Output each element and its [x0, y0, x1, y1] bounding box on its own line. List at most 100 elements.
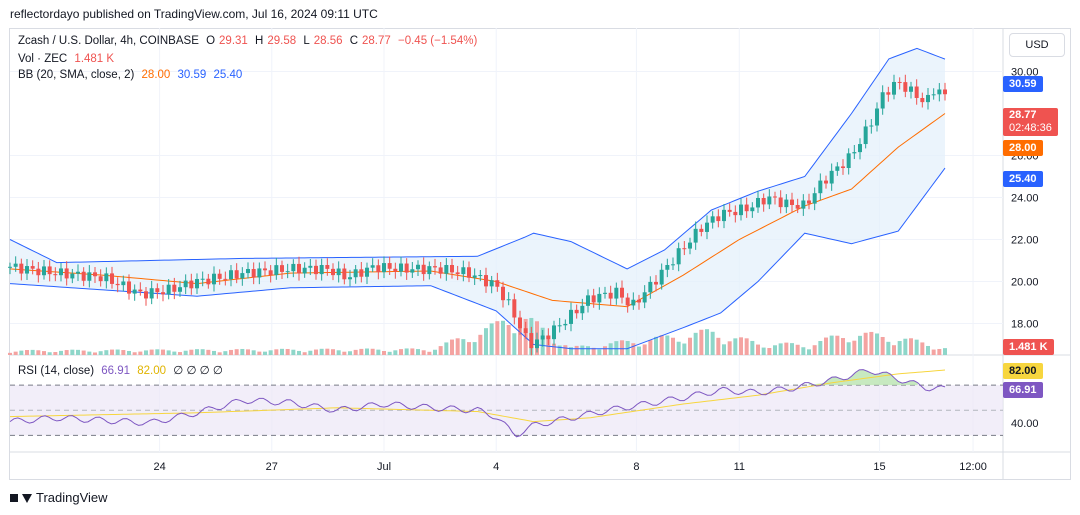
rsi-ma-line: [9, 369, 946, 422]
volume-bar: [234, 349, 239, 355]
published-line: reflectordayo published on TradingView.c…: [10, 7, 378, 21]
candle-body: [841, 166, 845, 169]
candle-body: [19, 263, 24, 274]
candle-body: [699, 228, 704, 232]
candle-body: [608, 292, 613, 299]
candle-body: [518, 317, 522, 329]
volume-bar: [682, 343, 687, 355]
volume-bar: [750, 340, 755, 355]
candle-body: [127, 281, 131, 294]
rsi-legend: RSI (14, close) 66.91 82.00 ∅ ∅ ∅ ∅: [18, 363, 227, 377]
volume-bar: [705, 329, 709, 355]
candle-body: [263, 268, 267, 271]
volume-legend: Vol · ZEC 1.481 K: [18, 53, 118, 65]
candle-body: [110, 273, 114, 284]
volume-bar: [495, 321, 500, 355]
candle-body: [104, 273, 109, 282]
candle-body: [523, 328, 528, 334]
volume-bar: [382, 350, 386, 355]
volume-tag: 1.481 K: [1003, 339, 1054, 355]
volume-bar: [648, 340, 653, 355]
candle-body: [229, 270, 233, 280]
volume-bar: [291, 349, 296, 355]
close-label: C: [349, 35, 359, 47]
volume-bar: [467, 342, 471, 355]
candle-body: [931, 94, 936, 96]
volume-bar: [461, 339, 466, 355]
candle-body: [722, 209, 726, 222]
volume-tag-text: 1.481 K: [1009, 341, 1048, 353]
volume-bar: [25, 350, 29, 355]
volume-bar: [178, 352, 182, 355]
volume-bar: [722, 344, 726, 355]
volume-bar: [858, 335, 862, 355]
candle-body: [404, 263, 409, 273]
candle-body: [178, 287, 182, 292]
rsi-line: [9, 369, 946, 438]
candle-body: [274, 265, 279, 276]
candle-body: [155, 288, 160, 293]
candle-body: [654, 281, 658, 285]
candle-body: [574, 309, 579, 314]
candle-body: [761, 197, 766, 205]
volume-bar: [93, 352, 97, 355]
candle-body: [569, 309, 573, 324]
candle-body: [387, 263, 392, 269]
volume-bar: [931, 349, 936, 355]
volume-bar: [144, 350, 148, 355]
candle-body: [370, 265, 375, 268]
candle-body: [824, 180, 828, 184]
x-tick-label: 11: [734, 461, 745, 473]
volume-bar: [217, 352, 222, 355]
candle-body: [818, 180, 823, 194]
volume-bar: [172, 351, 177, 355]
candle-body: [625, 297, 630, 306]
volume-bar: [47, 352, 52, 355]
candle-body: [506, 299, 511, 301]
volume-bar: [302, 352, 307, 355]
volume-bar: [319, 348, 324, 355]
volume-bar: [807, 349, 811, 355]
candle-body: [869, 125, 874, 127]
volume-bar: [308, 350, 313, 355]
volume-bar: [370, 348, 375, 355]
volume-bar: [70, 349, 75, 355]
volume-bar: [795, 344, 800, 355]
bb-legend: BB (20, SMA, close, 2) 28.00 30.59 25.40: [18, 69, 246, 81]
candle-body: [920, 97, 925, 103]
footer-brand[interactable]: TradingView: [10, 490, 108, 505]
volume-bar: [620, 340, 624, 355]
volume-bar: [665, 335, 670, 355]
candle-body: [200, 278, 205, 280]
open-label: O: [206, 35, 216, 47]
rsi-ma-tag: 82.00: [1003, 363, 1043, 379]
candle-body: [53, 274, 58, 276]
candle-body: [705, 222, 709, 232]
candle-body: [812, 193, 817, 204]
candle-body: [693, 228, 698, 243]
candle-body: [195, 278, 199, 289]
volume-bar: [104, 350, 109, 355]
volume-bar: [212, 350, 216, 355]
volume-bar: [631, 343, 636, 355]
candle-body: [648, 281, 653, 293]
volume-bar: [331, 349, 335, 355]
volume-bar: [240, 348, 245, 355]
x-tick-label: 8: [633, 461, 639, 473]
volume-bar: [897, 341, 902, 355]
volume-bar: [863, 332, 868, 355]
rsi-label: RSI (14, close): [18, 365, 95, 377]
tradingview-logo-icon: [10, 492, 32, 504]
volume-bar: [886, 341, 891, 355]
candle-body: [846, 153, 851, 169]
volume-bar: [506, 324, 511, 355]
candle-body: [489, 280, 494, 287]
volume-bar: [824, 337, 828, 355]
candle-body: [512, 299, 517, 318]
currency-selector[interactable]: USD: [1009, 33, 1065, 57]
volume-bar: [818, 341, 823, 355]
candle-body: [59, 268, 63, 276]
volume-bar: [914, 339, 919, 355]
candle-body: [166, 284, 171, 295]
